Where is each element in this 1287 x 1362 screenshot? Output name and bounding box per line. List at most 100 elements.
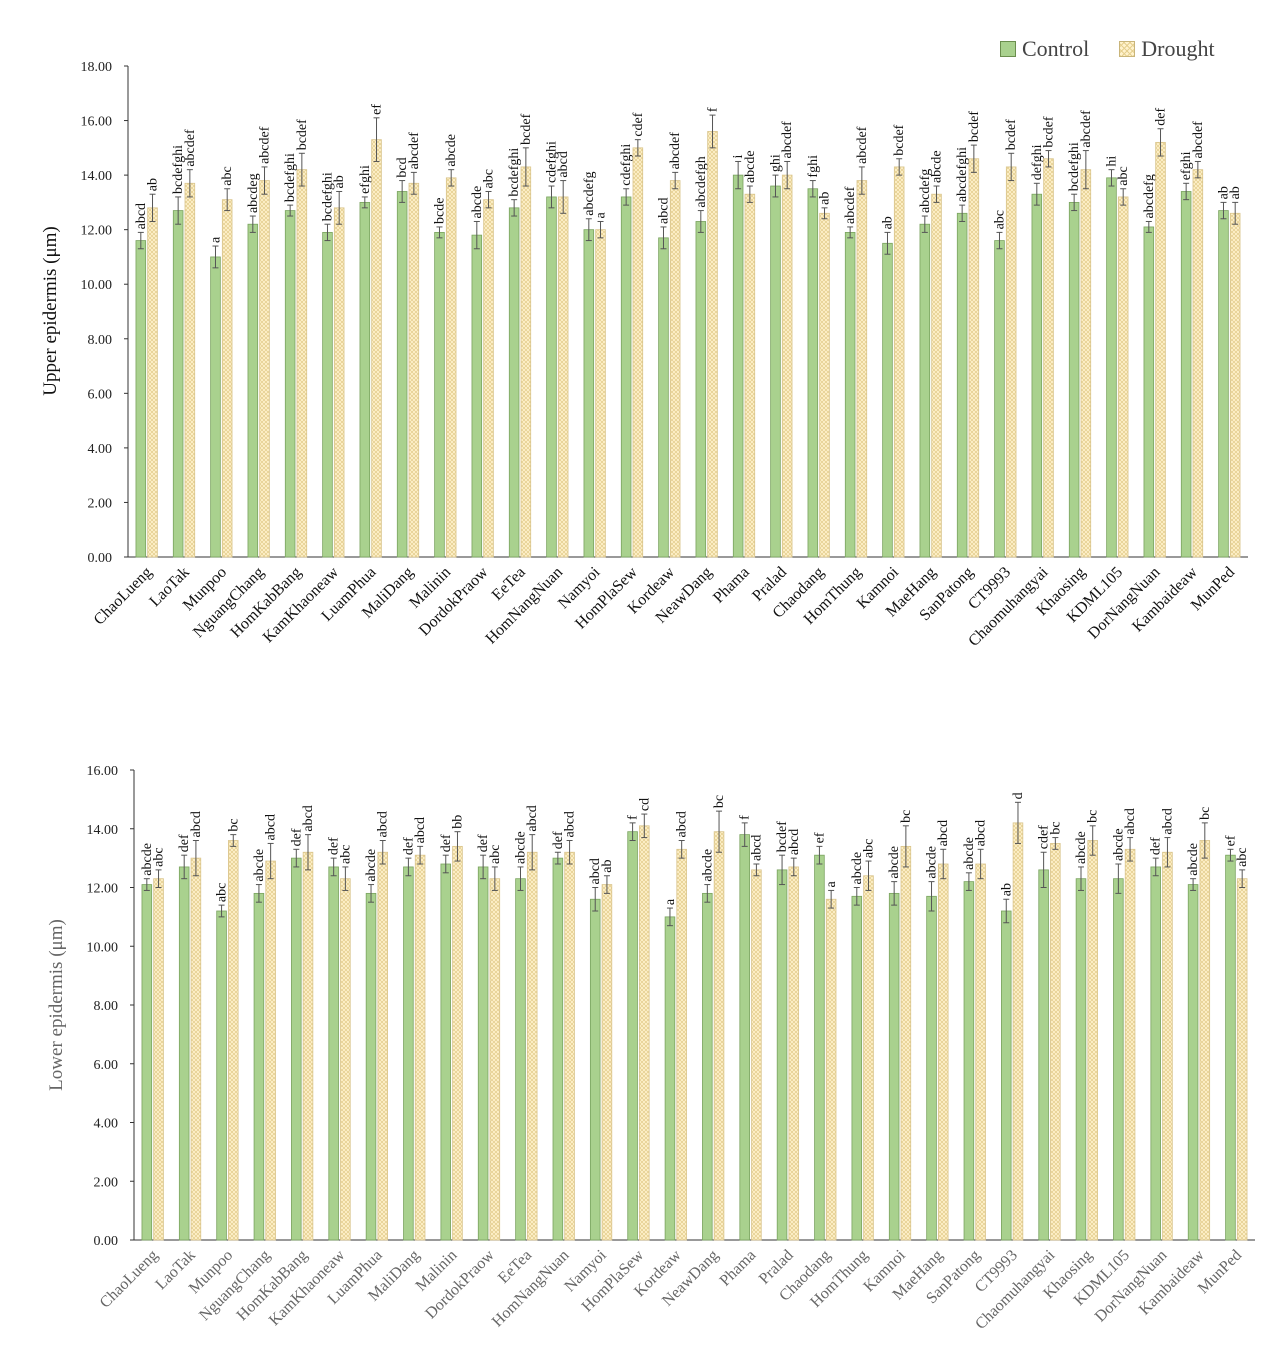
bar-control	[664, 916, 676, 1241]
significance-label: bc	[899, 810, 914, 823]
bar-drought	[371, 139, 382, 558]
significance-label: bcdefghi	[320, 172, 335, 221]
significance-label: bcdefghi	[171, 145, 186, 194]
significance-label: ef	[812, 832, 827, 843]
bar-control	[291, 857, 302, 1241]
significance-label: ab	[1216, 186, 1231, 199]
bar-control	[926, 895, 937, 1241]
bar-drought	[259, 180, 270, 558]
significance-label: abcd	[413, 817, 428, 843]
y-tick-label: 14.00	[87, 823, 119, 838]
bar-drought	[296, 169, 308, 558]
significance-label: f	[626, 815, 641, 820]
bar-control	[1113, 878, 1124, 1241]
bar-control	[440, 863, 452, 1241]
bar-drought	[1080, 169, 1092, 558]
significance-label: bcdef	[775, 821, 790, 852]
significance-label: abcdef	[843, 186, 858, 224]
significance-label: ab	[146, 178, 161, 191]
significance-label: abc	[488, 845, 503, 864]
bar-control	[1187, 884, 1199, 1241]
bar-drought	[1229, 212, 1241, 558]
significance-label: ab	[999, 883, 1014, 896]
y-tick-label: 4.00	[88, 442, 113, 457]
bar-control	[477, 866, 489, 1241]
bar-control	[508, 207, 520, 558]
bar-control	[1068, 201, 1080, 558]
bar-control	[627, 831, 638, 1241]
y-tick-label: 18.00	[81, 60, 113, 75]
bar-drought	[1087, 840, 1098, 1241]
significance-label: i	[731, 154, 746, 158]
bar-drought	[377, 851, 388, 1241]
significance-label: abcd	[525, 805, 540, 831]
bar-drought	[1236, 878, 1248, 1241]
bar-drought	[153, 878, 164, 1241]
bar-control	[963, 881, 975, 1241]
legend-label-control: Control	[1022, 36, 1090, 61]
bar-control	[322, 231, 333, 558]
bar-drought	[265, 860, 276, 1241]
bar-drought	[228, 840, 239, 1241]
significance-label: cd	[637, 798, 652, 811]
significance-label: ghi	[768, 154, 783, 172]
bar-drought	[483, 199, 494, 558]
significance-label: abc	[1116, 166, 1131, 185]
bar-drought	[184, 182, 196, 558]
bar-drought	[968, 158, 980, 558]
y-tick-label: 14.00	[81, 169, 113, 184]
bar-control	[919, 223, 931, 558]
significance-label: abcde	[743, 150, 758, 183]
legend-swatch-drought	[1119, 41, 1136, 57]
significance-label: ef	[1223, 835, 1238, 846]
y-tick-label: 6.00	[94, 1058, 119, 1073]
significance-label: bc	[1198, 807, 1213, 820]
significance-label: abcde	[1111, 828, 1126, 861]
bar-control	[702, 892, 713, 1241]
significance-label: abcde	[962, 837, 977, 870]
significance-label: def	[177, 834, 192, 852]
bar-drought	[900, 845, 912, 1241]
bar-control	[1143, 226, 1155, 558]
significance-label: abcdef	[668, 132, 683, 170]
bar-drought	[937, 863, 949, 1241]
legend: Control Drought	[1000, 36, 1215, 62]
significance-label: d	[1011, 792, 1026, 799]
significance-label: f	[738, 815, 753, 820]
bar-control	[732, 174, 744, 558]
bar-drought	[632, 147, 644, 558]
bar-control	[403, 866, 414, 1241]
significance-label: abcde	[1186, 843, 1201, 876]
y-tick-label: 12.00	[87, 882, 119, 897]
bar-drought	[302, 851, 314, 1241]
significance-label: abc	[338, 845, 353, 864]
bar-control	[814, 854, 825, 1241]
bar-drought	[863, 875, 874, 1241]
bar-drought	[1155, 141, 1166, 558]
chart-1: 0.00 2.00 4.00 6.00 8.00 10.00 12.00 14.00 16.00…	[40, 60, 1248, 650]
y-axis-label: Upper epidermis (μm)	[40, 226, 61, 396]
significance-label: def	[1154, 108, 1169, 126]
significance-label: abcd	[1160, 808, 1175, 834]
bar-drought	[601, 884, 613, 1241]
bar-control	[216, 910, 227, 1241]
significance-label: cdefghi	[619, 144, 634, 186]
significance-label: abc	[220, 166, 235, 185]
significance-label: abcdef	[183, 129, 198, 167]
bar-drought	[557, 196, 569, 558]
significance-label: abc	[862, 839, 877, 858]
bar-control	[515, 878, 526, 1241]
significance-label: efghi	[1179, 151, 1194, 180]
significance-label: cdef	[1037, 825, 1052, 849]
bar-control	[1038, 869, 1049, 1241]
significance-label: bcdef	[892, 124, 907, 155]
significance-label: abcd	[675, 811, 690, 837]
bar-drought	[893, 166, 905, 558]
significance-label: abcde	[444, 134, 459, 167]
significance-label: cdefghi	[544, 141, 559, 183]
significance-label: cdef	[631, 112, 646, 136]
x-tick-label: Phama	[717, 1247, 760, 1290]
y-tick-label: 10.00	[87, 940, 119, 955]
significance-label: bcdefghi	[507, 148, 522, 197]
